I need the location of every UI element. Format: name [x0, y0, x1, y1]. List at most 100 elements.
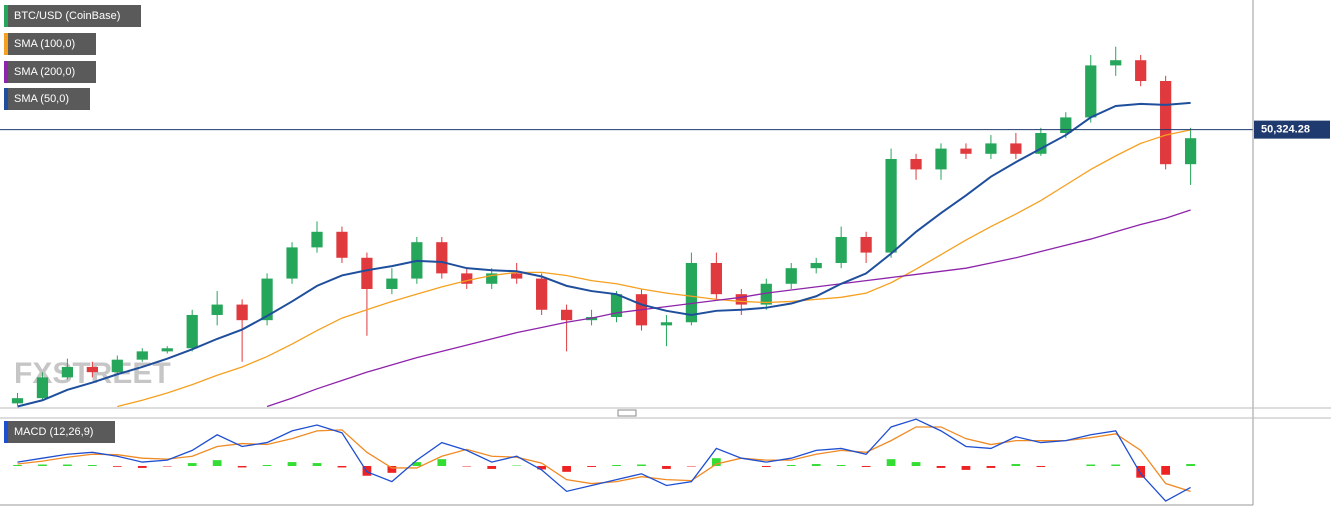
histogram-bar	[961, 465, 971, 470]
histogram-bar	[287, 462, 297, 466]
candle-body	[536, 278, 548, 310]
candle-body	[810, 262, 822, 269]
candle-body	[610, 294, 623, 318]
candle-body	[386, 278, 398, 289]
histogram-bar	[637, 464, 646, 466]
histogram-bar	[761, 465, 771, 467]
histogram-bar	[1036, 465, 1046, 467]
histogram-bar	[662, 465, 671, 469]
histogram-bar	[936, 465, 946, 468]
candle-body	[461, 273, 473, 284]
histogram-bar	[1186, 464, 1195, 466]
legend-swatch	[4, 88, 8, 110]
histogram-bar	[387, 465, 397, 473]
histogram-bar	[587, 465, 596, 467]
legend-box[interactable]	[4, 33, 96, 55]
candle-body	[361, 257, 373, 289]
sma-line	[17, 101, 1191, 408]
candle-body	[36, 377, 49, 399]
candle-body	[261, 278, 273, 321]
candle-body	[735, 294, 747, 305]
candle-body	[560, 309, 573, 321]
histogram-bar	[487, 465, 497, 469]
candle-body	[436, 242, 448, 274]
marks	[0, 46, 1253, 502]
histogram-bar	[861, 465, 871, 467]
candle-body	[186, 314, 198, 349]
histogram-bar	[786, 465, 796, 466]
candle-body	[885, 158, 897, 253]
candle-body	[336, 231, 348, 258]
sma-line	[266, 209, 1191, 408]
candle-body	[1184, 138, 1197, 165]
histogram-bar	[537, 465, 547, 470]
candle-body	[1060, 117, 1072, 133]
legend-label: SMA (100,0)	[14, 38, 75, 50]
candle-body	[760, 283, 772, 305]
histogram-bar	[63, 464, 72, 466]
pane-resize-grip[interactable]	[617, 409, 637, 417]
legend-box[interactable]	[4, 421, 115, 443]
histogram-bar	[562, 465, 571, 472]
histogram-bar	[137, 465, 147, 468]
candle-body	[1110, 60, 1122, 66]
last-price-label: 50,324.28	[1261, 124, 1310, 136]
legend-label: MACD (12,26,9)	[14, 426, 93, 438]
candle-body	[910, 158, 922, 170]
legend-swatch	[4, 61, 8, 83]
labels: 50,324.28	[1254, 120, 1330, 139]
candle-body	[1085, 65, 1097, 118]
histogram-bar	[112, 465, 122, 467]
candle-body	[935, 148, 947, 170]
histogram-bar	[13, 465, 22, 466]
histogram-bar	[337, 465, 347, 468]
histogram-bar	[1161, 465, 1171, 475]
candle-body	[985, 143, 997, 154]
histogram-bar	[836, 465, 846, 466]
histogram-bar	[711, 458, 721, 466]
candle-body	[785, 268, 797, 284]
legend-box[interactable]	[4, 88, 90, 110]
histogram-bar	[312, 463, 322, 466]
last-price-box	[1254, 120, 1330, 139]
candle-body	[286, 247, 298, 279]
histogram-bar	[237, 465, 247, 468]
histogram-bar	[437, 459, 447, 466]
candle-body	[161, 348, 173, 352]
histogram-bar	[212, 460, 222, 466]
candle-body	[835, 236, 847, 263]
candle-body	[61, 366, 74, 378]
macd-line	[17, 418, 1191, 502]
histogram-bar	[1136, 465, 1146, 478]
candle-body	[486, 273, 498, 284]
candle-body	[860, 236, 872, 253]
histogram-bar	[1111, 464, 1121, 466]
legend-label: BTC/USD (CoinBase)	[14, 10, 120, 22]
histogram-bar	[886, 459, 896, 466]
legend-label: SMA (200,0)	[14, 66, 75, 78]
candle-body	[1010, 143, 1022, 154]
histogram-bar	[911, 462, 921, 466]
candle-body	[685, 262, 698, 323]
histogram-bar	[187, 463, 197, 466]
candle-body	[960, 148, 972, 154]
legend: BTC/USD (CoinBase) SMA (100,0) SMA (200,…	[4, 5, 141, 443]
histogram-bar	[612, 465, 621, 466]
histogram-bar	[1086, 464, 1096, 466]
histogram-bar	[412, 462, 422, 466]
histogram-bar	[986, 465, 996, 468]
candle-body	[660, 322, 673, 326]
legend-box[interactable]	[4, 61, 96, 83]
histogram-bar	[87, 465, 97, 466]
candle-body	[236, 304, 248, 321]
candle-body	[11, 398, 24, 404]
candle-body	[710, 262, 722, 295]
histogram-bar	[811, 464, 821, 466]
legend-label: SMA (50,0)	[14, 93, 69, 105]
histogram-bar	[1011, 464, 1021, 466]
legend-box[interactable]	[4, 5, 141, 27]
candle-body	[1135, 60, 1147, 82]
candle-body	[1035, 132, 1047, 154]
legend-swatch	[4, 421, 8, 443]
